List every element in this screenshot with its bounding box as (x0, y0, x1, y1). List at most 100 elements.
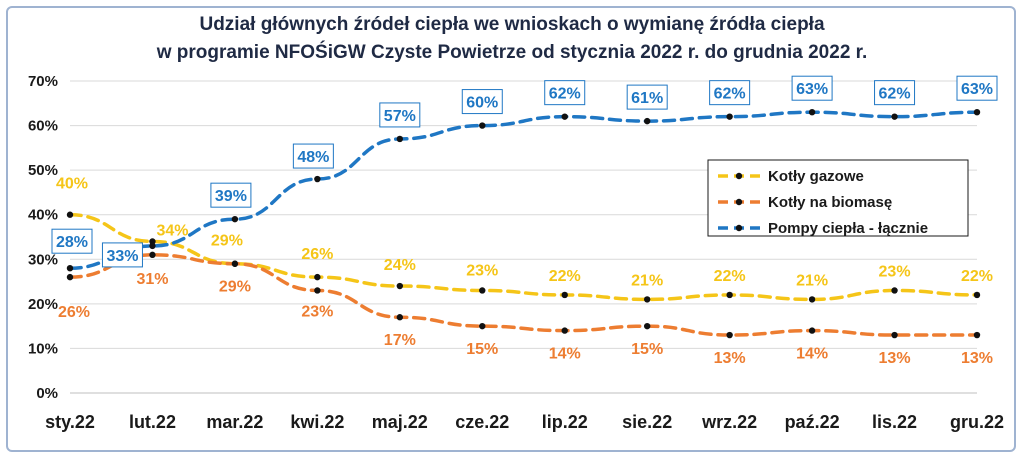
x-tick-label: mar.22 (206, 412, 263, 432)
data-point (479, 322, 486, 330)
data-point (973, 331, 981, 339)
data-point (231, 260, 239, 267)
x-tick-label: sie.22 (622, 412, 672, 432)
data-label: 39% (215, 188, 247, 205)
data-label: 62% (714, 86, 746, 103)
data-point (149, 238, 156, 245)
data-point (973, 291, 981, 299)
data-point (149, 242, 156, 250)
data-label: 21% (796, 272, 828, 289)
data-label-box (626, 84, 668, 110)
data-label-box (956, 75, 998, 101)
y-tick-label: 40% (28, 207, 58, 224)
data-label: 23% (879, 263, 911, 280)
legend-label: Kotły gazowe (768, 168, 864, 185)
data-point (479, 287, 486, 294)
data-point (396, 314, 404, 321)
data-point (726, 331, 733, 339)
data-label: 29% (219, 279, 251, 296)
data-label: 22% (961, 268, 993, 285)
data-label: 40% (56, 176, 88, 193)
data-label: 29% (211, 233, 243, 250)
data-label: 61% (631, 90, 663, 107)
data-label: 13% (879, 350, 911, 367)
data-point (66, 211, 74, 218)
x-tick-label: lis.22 (872, 412, 917, 432)
data-point (561, 291, 568, 299)
data-label: 33% (106, 248, 138, 265)
legend-marker (735, 224, 743, 232)
data-label: 14% (549, 346, 581, 363)
data-label-box (51, 228, 93, 254)
data-label: 26% (301, 246, 333, 263)
data-label: 14% (796, 346, 828, 363)
data-label-box (379, 102, 421, 128)
data-point (479, 122, 486, 129)
x-tick-label: maj.22 (372, 412, 428, 432)
chart-title-line-2: w programie NFOŚiGW Czyste Powietrze od … (156, 42, 868, 63)
data-label-box (461, 89, 503, 115)
chart-title-line-1: Udział głównych źródeł ciepła we wnioska… (199, 14, 825, 35)
data-point (396, 135, 404, 143)
series-line (68, 212, 979, 302)
data-point (891, 287, 898, 294)
data-point (314, 175, 321, 183)
x-tick-label: lut.22 (129, 412, 176, 432)
data-point (808, 327, 816, 334)
data-point (561, 327, 568, 334)
x-tick-label: gru.22 (950, 412, 1004, 432)
y-tick-label: 50% (28, 162, 58, 179)
x-tick-label: sty.22 (45, 412, 95, 432)
data-label: 24% (384, 257, 416, 274)
data-label-box (292, 143, 334, 169)
y-tick-label: 60% (28, 118, 58, 135)
legend: Kotły gazowe Kotły na biomasę Pompy ciepła… (707, 159, 969, 237)
data-point (808, 109, 816, 116)
data-label: 62% (549, 86, 581, 103)
legend-box (707, 159, 969, 237)
data-label: 15% (466, 341, 498, 358)
data-point (66, 265, 74, 272)
data-label: 63% (796, 81, 828, 98)
data-point (643, 322, 651, 330)
data-label: 62% (879, 86, 911, 103)
data-label: 23% (466, 262, 498, 279)
data-point (396, 282, 404, 290)
data-point (973, 109, 981, 116)
data-label: 13% (714, 350, 746, 367)
data-label-box (709, 80, 751, 106)
data-label: 15% (631, 341, 663, 358)
y-tick-label: 70% (28, 73, 58, 90)
data-label: 22% (714, 268, 746, 285)
data-label: 63% (961, 81, 993, 98)
data-label: 21% (631, 272, 663, 289)
legend-label: Pompy ciepła - łącznie (768, 220, 928, 237)
y-tick-label: 10% (28, 340, 58, 357)
data-point (66, 273, 74, 281)
data-label-box (791, 75, 833, 101)
data-point (808, 296, 816, 303)
data-label: 31% (136, 271, 168, 288)
legend-label: Kotły na biomasę (768, 194, 892, 211)
data-point (643, 296, 651, 303)
data-label: 17% (384, 332, 416, 349)
x-tick-label: wrz.22 (701, 412, 757, 432)
data-point (643, 117, 651, 125)
data-point (891, 331, 898, 339)
data-label-box (544, 80, 586, 106)
series-line (68, 253, 979, 337)
data-label: 22% (549, 268, 581, 285)
x-tick-label: lip.22 (542, 412, 588, 432)
data-point (891, 113, 898, 120)
data-label: 57% (384, 108, 416, 125)
data-point (314, 273, 321, 281)
data-point (726, 113, 733, 120)
data-label: 23% (301, 303, 333, 320)
data-point (231, 215, 239, 223)
data-point (726, 291, 733, 299)
x-tick-label: paź.22 (785, 412, 840, 432)
data-label: 28% (56, 234, 88, 251)
data-point (561, 113, 568, 120)
data-label: 26% (58, 304, 90, 321)
